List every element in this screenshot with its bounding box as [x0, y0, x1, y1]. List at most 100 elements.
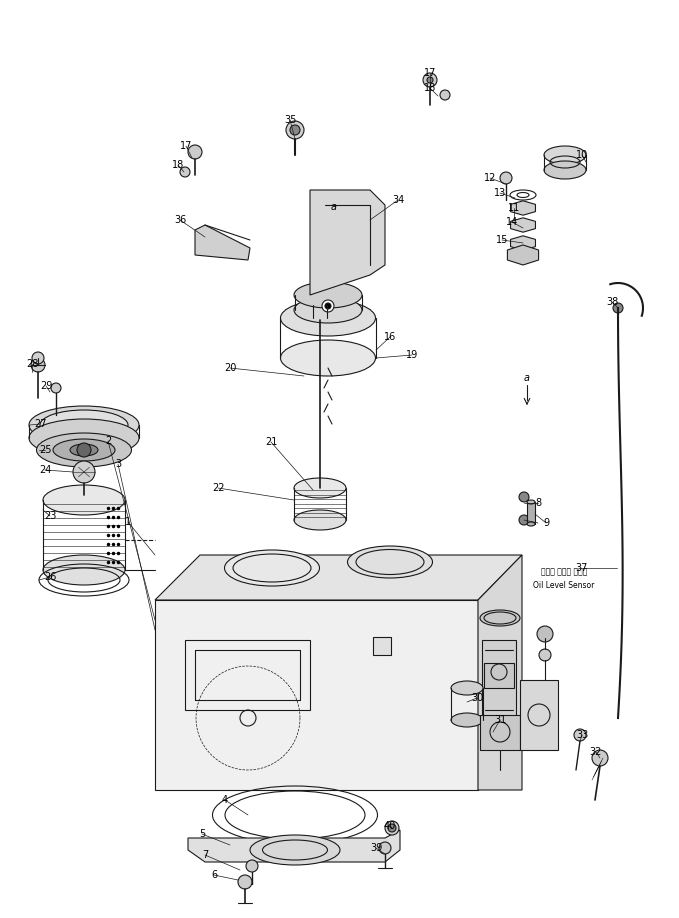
Text: 21: 21 — [265, 437, 277, 447]
Polygon shape — [511, 236, 536, 251]
Polygon shape — [507, 245, 538, 265]
Text: 37: 37 — [576, 563, 588, 573]
Ellipse shape — [53, 439, 115, 461]
Circle shape — [385, 821, 399, 835]
Text: 24: 24 — [39, 465, 51, 475]
Text: 15: 15 — [496, 235, 508, 245]
Circle shape — [613, 303, 623, 313]
Circle shape — [500, 172, 512, 184]
Text: 26: 26 — [44, 572, 56, 582]
Polygon shape — [511, 201, 536, 215]
Text: 34: 34 — [392, 195, 404, 205]
Text: 6: 6 — [211, 870, 217, 880]
Circle shape — [423, 73, 437, 87]
Ellipse shape — [280, 300, 375, 336]
Circle shape — [290, 125, 300, 135]
Text: 7: 7 — [202, 850, 208, 860]
Text: 23: 23 — [44, 511, 56, 521]
Polygon shape — [155, 555, 522, 600]
Circle shape — [537, 626, 553, 642]
Text: 31: 31 — [494, 715, 506, 725]
Text: 11: 11 — [508, 203, 520, 213]
Text: オイル レベル センサ: オイル レベル センサ — [540, 567, 587, 577]
Circle shape — [73, 461, 95, 483]
Circle shape — [427, 77, 433, 83]
Text: 14: 14 — [506, 217, 518, 227]
Text: 4: 4 — [222, 795, 228, 805]
Text: 27: 27 — [34, 419, 46, 429]
Text: 33: 33 — [576, 730, 588, 740]
Text: 39: 39 — [370, 843, 382, 853]
Bar — [527, 502, 535, 524]
Polygon shape — [480, 715, 520, 750]
Ellipse shape — [527, 500, 535, 504]
Ellipse shape — [280, 340, 375, 376]
Circle shape — [574, 729, 586, 741]
Ellipse shape — [70, 444, 98, 456]
Circle shape — [180, 167, 190, 177]
Circle shape — [77, 443, 91, 457]
Ellipse shape — [29, 419, 139, 457]
Ellipse shape — [40, 410, 128, 440]
Ellipse shape — [480, 610, 520, 626]
Polygon shape — [484, 663, 514, 688]
Ellipse shape — [294, 510, 346, 530]
Polygon shape — [195, 225, 250, 260]
Circle shape — [322, 300, 334, 312]
Text: 38: 38 — [606, 297, 618, 307]
Polygon shape — [511, 218, 536, 232]
Polygon shape — [520, 680, 558, 750]
Text: 10: 10 — [576, 150, 588, 160]
Text: 17: 17 — [424, 68, 436, 78]
Ellipse shape — [294, 297, 362, 323]
Circle shape — [51, 383, 61, 393]
Text: 17: 17 — [180, 141, 192, 151]
Ellipse shape — [544, 146, 586, 164]
Circle shape — [31, 358, 45, 372]
Polygon shape — [188, 830, 400, 862]
Text: 35: 35 — [284, 115, 296, 125]
Text: 22: 22 — [212, 483, 224, 493]
Text: 40: 40 — [384, 821, 396, 831]
Text: Oil Level Sensor: Oil Level Sensor — [533, 580, 595, 589]
Text: 16: 16 — [384, 332, 396, 342]
Text: 18: 18 — [424, 83, 436, 93]
Ellipse shape — [348, 546, 433, 578]
Ellipse shape — [451, 713, 483, 727]
Text: 1: 1 — [125, 517, 131, 527]
Text: 12: 12 — [484, 173, 496, 183]
Ellipse shape — [527, 522, 535, 526]
Circle shape — [440, 90, 450, 100]
Bar — [373, 637, 391, 655]
Ellipse shape — [225, 550, 320, 586]
Text: 36: 36 — [174, 215, 186, 225]
Circle shape — [592, 750, 608, 766]
Text: 25: 25 — [39, 445, 51, 455]
Circle shape — [388, 824, 396, 832]
Text: 32: 32 — [590, 747, 602, 757]
Text: a: a — [524, 373, 530, 383]
Ellipse shape — [294, 282, 362, 308]
Circle shape — [238, 875, 252, 889]
Circle shape — [246, 860, 258, 872]
Ellipse shape — [37, 433, 132, 467]
Text: 19: 19 — [406, 350, 418, 360]
Text: 18: 18 — [172, 160, 184, 170]
Ellipse shape — [451, 681, 483, 695]
Ellipse shape — [250, 835, 340, 865]
Text: 30: 30 — [471, 693, 483, 703]
Text: 20: 20 — [224, 363, 236, 373]
Polygon shape — [478, 555, 522, 790]
Polygon shape — [310, 190, 385, 295]
Circle shape — [519, 515, 529, 525]
Polygon shape — [482, 640, 516, 720]
Ellipse shape — [29, 406, 139, 444]
Text: 2: 2 — [105, 436, 111, 446]
Ellipse shape — [43, 555, 125, 585]
Circle shape — [519, 492, 529, 502]
Text: 9: 9 — [543, 518, 549, 528]
Text: 28: 28 — [26, 359, 38, 369]
Text: 3: 3 — [115, 459, 121, 469]
Circle shape — [379, 842, 391, 854]
Circle shape — [188, 145, 202, 159]
